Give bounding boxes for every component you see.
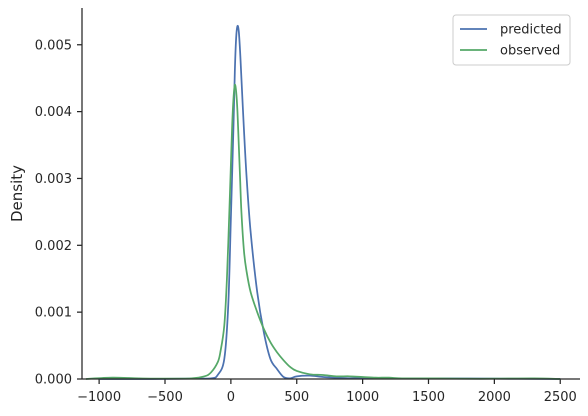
legend-label-predicted: predicted bbox=[500, 23, 562, 38]
x-tick-label: 2000 bbox=[478, 390, 511, 405]
legend-label-observed: observed bbox=[500, 44, 560, 59]
x-axis-ticks: −1000 −500 0 500 1000 1500 2000 2500 bbox=[77, 379, 577, 405]
series-layer bbox=[85, 24, 561, 380]
x-tick-label: −1000 bbox=[77, 390, 121, 405]
x-tick-label: 0 bbox=[227, 390, 235, 405]
x-tick-label: 500 bbox=[284, 390, 309, 405]
y-tick-label: 0.002 bbox=[35, 239, 72, 254]
x-tick-label: 1500 bbox=[412, 390, 445, 405]
y-tick-label: 0.001 bbox=[35, 306, 72, 321]
y-tick-label: 0.000 bbox=[35, 373, 72, 388]
y-tick-label: 0.004 bbox=[35, 105, 72, 120]
y-axis-label: Density bbox=[8, 165, 26, 222]
y-tick-label: 0.005 bbox=[35, 38, 72, 53]
legend: predicted observed bbox=[452, 14, 571, 66]
legend-box bbox=[452, 14, 571, 66]
x-tick-label: 2500 bbox=[544, 390, 577, 405]
x-tick-label: −500 bbox=[147, 390, 183, 405]
series-line-predicted bbox=[99, 24, 561, 380]
x-tick-label: 1000 bbox=[346, 390, 379, 405]
series-line-observed bbox=[85, 83, 561, 380]
y-tick-label: 0.003 bbox=[35, 172, 72, 187]
y-axis-ticks: 0.000 0.001 0.002 0.003 0.004 0.005 bbox=[35, 38, 82, 388]
